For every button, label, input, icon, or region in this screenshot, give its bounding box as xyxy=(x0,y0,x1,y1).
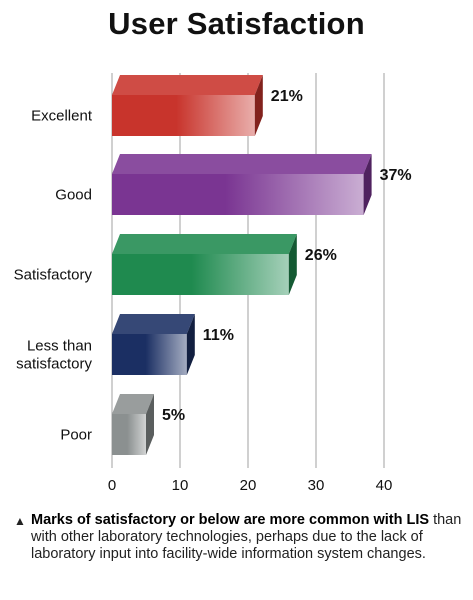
value-label: 5% xyxy=(162,407,185,424)
footnote-rest: than with other laboratory technologies,… xyxy=(31,512,462,562)
value-label: 37% xyxy=(380,167,412,184)
bar-front-face xyxy=(112,95,255,136)
x-tick-label: 30 xyxy=(308,477,325,494)
category-label: Less than satisfactory xyxy=(16,338,92,373)
bar-side-face xyxy=(363,154,372,215)
bar-side-face xyxy=(146,394,154,455)
footnote-text: Marks of satisfactory or below are more … xyxy=(31,512,464,563)
bar-top-face xyxy=(112,234,297,254)
bar-2 xyxy=(112,154,372,215)
category-label-line: satisfactory xyxy=(16,356,92,373)
x-tick-label: 20 xyxy=(240,477,257,494)
chart-title: User Satisfaction xyxy=(108,6,365,41)
value-label: 26% xyxy=(305,247,337,264)
value-label: 11% xyxy=(203,327,234,344)
triangle-icon: ▲ xyxy=(14,514,26,528)
bar-top-face xyxy=(112,394,154,414)
value-label: 21% xyxy=(271,88,303,105)
footnote-bold: Marks of satisfactory or below are more … xyxy=(31,512,430,528)
bar-top-face xyxy=(112,314,195,334)
bar-front-face xyxy=(112,414,146,455)
bar-side-face xyxy=(254,75,263,136)
category-label-line: Less than xyxy=(27,338,92,355)
category-label: Good xyxy=(55,187,92,204)
x-tick-label: 0 xyxy=(108,477,116,494)
category-label: Satisfactory xyxy=(14,267,93,284)
bar-side-face xyxy=(288,234,297,295)
x-tick-label: 10 xyxy=(172,477,189,494)
bar-4 xyxy=(112,314,195,375)
footnote: ▲ Marks of satisfactory or below are mor… xyxy=(14,512,464,563)
category-label-line: Satisfactory xyxy=(14,267,93,284)
category-label-line: Poor xyxy=(60,427,92,444)
category-label-line: Excellent xyxy=(31,108,93,125)
bar-front-face xyxy=(112,174,364,215)
bar-1 xyxy=(112,75,263,136)
category-label-line: Good xyxy=(55,187,92,204)
category-label: Poor xyxy=(60,427,92,444)
bar-side-face xyxy=(186,314,195,375)
bar-top-face xyxy=(112,154,372,174)
bar-front-face xyxy=(112,254,289,295)
bar-chart: 21% Excellent 37% Good 26% Satisfactory 11% Les… xyxy=(14,73,412,494)
bar-top-face xyxy=(112,75,263,95)
x-tick-label: 40 xyxy=(376,477,393,494)
bar-3 xyxy=(112,234,297,295)
category-label: Excellent xyxy=(31,108,93,125)
bar-5 xyxy=(112,394,154,455)
bar-front-face xyxy=(112,334,187,375)
